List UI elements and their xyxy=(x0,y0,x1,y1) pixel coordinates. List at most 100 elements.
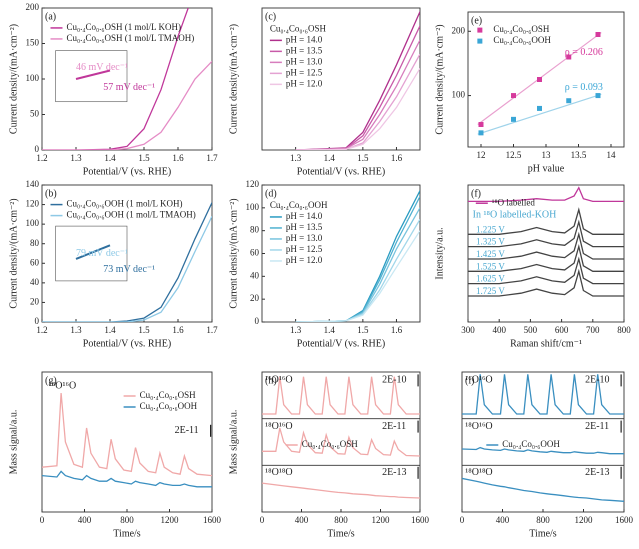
x-tick-label: 400 xyxy=(492,325,506,335)
y-tick-label: 200 xyxy=(452,25,466,35)
fit-line xyxy=(477,93,602,135)
panel-label: (h) xyxy=(265,375,277,386)
annotation: ¹⁶O¹⁶O xyxy=(265,375,292,386)
y-axis-label: Mass signal/a.u. xyxy=(228,410,239,475)
x-tick-label: 1.3 xyxy=(70,325,82,335)
series-line xyxy=(295,68,420,150)
y-tick-label: 100 xyxy=(26,73,40,83)
legend-marker xyxy=(477,38,483,44)
point xyxy=(478,122,484,127)
annotation: 73 mV dec⁻¹ xyxy=(103,264,155,275)
legend-label: pH = 12.5 xyxy=(286,244,323,254)
annotation: ¹⁸O¹⁸O xyxy=(265,467,292,478)
legend-label: pH = 12.0 xyxy=(286,78,323,88)
point xyxy=(595,93,601,99)
annotation: 57 mV dec⁻¹ xyxy=(103,82,155,93)
x-tick-label: 13.5 xyxy=(571,150,587,160)
x-tick-label: 1.7 xyxy=(206,325,218,335)
x-tick-label: 800 xyxy=(120,515,134,525)
x-tick-label: 500 xyxy=(524,325,538,335)
x-tick-label: 1.5 xyxy=(138,325,150,335)
legend-label: pH = 14.0 xyxy=(286,34,323,44)
x-tick-label: 0 xyxy=(460,515,465,525)
series-line xyxy=(468,244,624,272)
point xyxy=(566,98,572,104)
x-tick-label: 400 xyxy=(295,515,309,525)
x-tick-label: 1.3 xyxy=(290,153,302,163)
panel-label: (i) xyxy=(465,375,474,386)
x-axis-label: Time/s xyxy=(113,528,141,539)
legend-label: Cu₀.₄Co₀.₆OSH (1 mol/L TMAOH) xyxy=(67,33,195,43)
point xyxy=(537,105,542,111)
legend-label: Cu₀.₄Co₀.₆OSH xyxy=(140,390,197,400)
legend-title: Cu₀.₄Co₀.₆OOH xyxy=(270,200,328,210)
x-tick-label: 1.6 xyxy=(391,325,403,335)
series-line xyxy=(468,207,624,235)
point xyxy=(511,93,516,99)
y-axis-label: Current density/(mA·cm⁻²) xyxy=(434,24,445,134)
annotation: 2E-13 xyxy=(585,467,609,478)
legend-label: ¹⁸O labelled xyxy=(492,197,536,207)
annotation: 2E-10 xyxy=(585,375,609,386)
x-tick-label: 1.3 xyxy=(290,325,302,335)
x-axis-label: Time/s xyxy=(529,528,557,539)
annotation: 79 mV dec⁻¹ xyxy=(76,248,128,259)
x-tick-label: 400 xyxy=(496,515,510,525)
panel-label: (d) xyxy=(265,188,277,199)
legend-label: pH = 13.5 xyxy=(286,45,323,55)
series-line xyxy=(42,392,212,477)
point xyxy=(511,116,516,122)
series-line xyxy=(468,186,624,203)
y-tick-label: 100 xyxy=(246,202,260,212)
x-tick-label: 1.7 xyxy=(206,153,218,163)
x-tick-label: 1200 xyxy=(161,515,180,525)
point xyxy=(478,130,484,136)
y-tick-label: 80 xyxy=(30,238,40,248)
y-axis-label: Intensity/a.u. xyxy=(434,227,445,279)
series-line xyxy=(295,230,420,322)
x-axis-label: pH value xyxy=(528,163,565,174)
y-tick-label: 100 xyxy=(452,90,466,100)
y-tick-label: 40 xyxy=(250,270,260,280)
x-tick-label: 1.4 xyxy=(104,325,116,335)
y-tick-label: 0 xyxy=(255,316,260,326)
y-tick-label: 140 xyxy=(26,179,40,189)
curve-label: 1.625 V xyxy=(476,274,505,284)
y-axis-label: Current density/(mA·cm⁻²) xyxy=(228,24,239,134)
x-tick-label: 1200 xyxy=(575,515,594,525)
y-tick-label: 20 xyxy=(30,296,40,306)
x-tick-label: 1.2 xyxy=(36,153,47,163)
x-tick-label: 1.5 xyxy=(357,325,369,335)
x-axis-label: Potential/V (vs. RHE) xyxy=(297,166,385,177)
x-tick-label: 800 xyxy=(334,515,348,525)
curve-label: 1.225 V xyxy=(476,224,505,234)
curve-label: 1.725 V xyxy=(476,286,505,296)
series-line xyxy=(42,216,212,322)
panel-label: (a) xyxy=(45,11,56,22)
panel-label: (g) xyxy=(45,375,57,386)
x-tick-label: 1.5 xyxy=(138,153,150,163)
y-tick-label: 0 xyxy=(35,316,40,326)
y-tick-label: 120 xyxy=(246,179,260,189)
y-tick-label: 60 xyxy=(30,257,40,267)
series-line xyxy=(468,231,624,260)
y-axis-label: Current density/(mA·cm⁻²) xyxy=(8,198,19,308)
point xyxy=(595,32,601,37)
x-tick-label: 300 xyxy=(461,325,475,335)
x-tick-label: 12.5 xyxy=(506,150,522,160)
annotation: ¹⁸O¹⁸O xyxy=(465,467,492,478)
panel-label: (c) xyxy=(265,11,276,22)
annotation: ¹⁸O¹⁶O xyxy=(265,421,292,432)
x-tick-label: 600 xyxy=(555,325,569,335)
x-tick-label: 13 xyxy=(542,150,552,160)
x-tick-label: 700 xyxy=(586,325,600,335)
inset-line xyxy=(75,244,111,260)
y-axis-label: Current density/(mA·cm⁻²) xyxy=(8,24,19,134)
annotation: 2E-11 xyxy=(382,421,406,432)
legend-label: Cu₀.₄Co₀.₆OSH xyxy=(302,439,359,449)
y-axis-label: Mass signal/a.u. xyxy=(8,410,19,475)
series-line xyxy=(462,446,624,455)
legend-label: Cu₀.₄Co₀.₆OOH (1 mol/L KOH) xyxy=(67,199,183,209)
y-tick-label: 120 xyxy=(26,199,40,209)
